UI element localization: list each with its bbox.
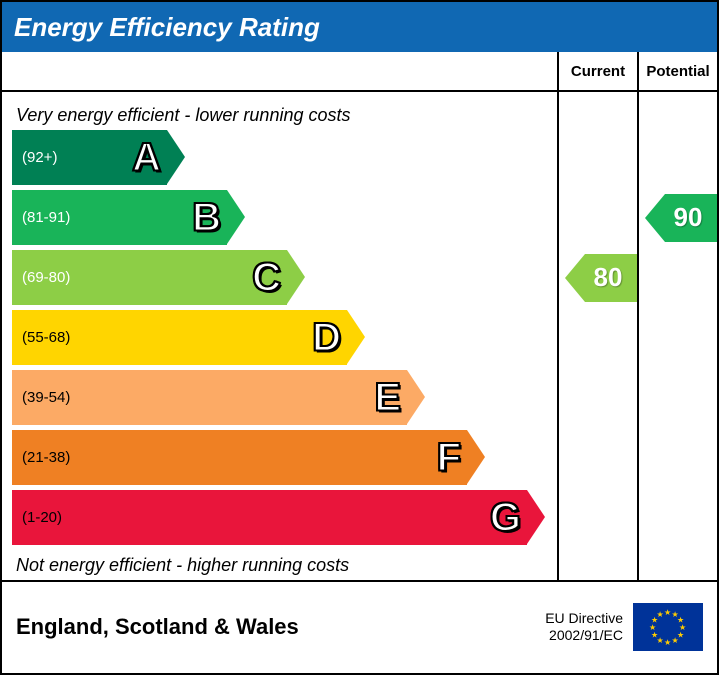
band-bar: (39-54) E <box>12 370 407 425</box>
rating-band-d: (55-68) D <box>12 310 557 365</box>
header-current: Current <box>557 52 637 90</box>
eu-line2: 2002/91/EC <box>545 627 623 644</box>
eu-star-icon: ★ <box>664 638 671 647</box>
eu-directive-text: EU Directive 2002/91/EC <box>545 610 623 644</box>
band-bar: (81-91) B <box>12 190 227 245</box>
band-letter: D <box>312 315 341 360</box>
band-range-label: (1-20) <box>12 509 62 526</box>
rating-band-f: (21-38) F <box>12 430 557 485</box>
title-bar: Energy Efficiency Rating <box>2 2 717 52</box>
header-spacer <box>2 52 557 90</box>
band-arrowhead <box>467 430 485 484</box>
pointer-value: 90 <box>665 194 717 242</box>
band-letter: C <box>252 255 281 300</box>
band-letter: E <box>374 375 401 420</box>
header-row: Current Potential <box>2 52 717 92</box>
current-rating-pointer: 80 <box>565 254 637 302</box>
band-range-label: (92+) <box>12 149 57 166</box>
band-bar: (55-68) D <box>12 310 347 365</box>
band-arrowhead <box>527 490 545 544</box>
region-text: England, Scotland & Wales <box>16 614 299 640</box>
rating-band-g: (1-20) G <box>12 490 557 545</box>
column-potential: 90 <box>637 92 717 580</box>
band-bar: (21-38) F <box>12 430 467 485</box>
rating-band-e: (39-54) E <box>12 370 557 425</box>
pointer-value: 80 <box>585 254 637 302</box>
potential-rating-pointer: 90 <box>645 194 717 242</box>
band-letter: B <box>192 195 221 240</box>
rating-band-a: (92+) A <box>12 130 557 185</box>
pointer-arrow-icon <box>645 194 665 242</box>
band-letter: A <box>132 135 161 180</box>
band-letter: F <box>437 435 461 480</box>
band-arrowhead <box>347 310 365 364</box>
band-arrowhead <box>407 370 425 424</box>
pointer-arrow-icon <box>565 254 585 302</box>
eu-star-icon: ★ <box>672 636 679 645</box>
band-bar: (92+) A <box>12 130 167 185</box>
bands-wrap: (92+) A (81-91) B (69-80) C (55-68) D (39-54) E (2… <box>2 130 557 545</box>
band-bar: (1-20) G <box>12 490 527 545</box>
eu-block: EU Directive 2002/91/EC ★★★★★★★★★★★★ <box>545 603 703 651</box>
rating-band-c: (69-80) C <box>12 250 557 305</box>
band-arrowhead <box>227 190 245 244</box>
band-letter: G <box>490 495 521 540</box>
band-range-label: (39-54) <box>12 389 70 406</box>
epc-chart: Energy Efficiency Rating Current Potenti… <box>0 0 719 675</box>
body-row: Very energy efficient - lower running co… <box>2 92 717 582</box>
band-arrowhead <box>287 250 305 304</box>
header-potential: Potential <box>637 52 717 90</box>
eu-line1: EU Directive <box>545 610 623 627</box>
band-range-label: (69-80) <box>12 269 70 286</box>
chart-area: Very energy efficient - lower running co… <box>2 92 557 580</box>
chart-title: Energy Efficiency Rating <box>14 12 320 43</box>
caption-bottom: Not energy efficient - higher running co… <box>2 550 557 580</box>
band-bar: (69-80) C <box>12 250 287 305</box>
band-range-label: (55-68) <box>12 329 70 346</box>
caption-top: Very energy efficient - lower running co… <box>2 100 557 130</box>
eu-star-icon: ★ <box>664 608 671 617</box>
eu-star-icon: ★ <box>657 610 664 619</box>
band-range-label: (81-91) <box>12 209 70 226</box>
rating-band-b: (81-91) B <box>12 190 557 245</box>
footer-row: England, Scotland & Wales EU Directive 2… <box>2 582 717 672</box>
band-arrowhead <box>167 130 185 184</box>
eu-flag-icon: ★★★★★★★★★★★★ <box>633 603 703 651</box>
column-current: 80 <box>557 92 637 580</box>
band-range-label: (21-38) <box>12 449 70 466</box>
